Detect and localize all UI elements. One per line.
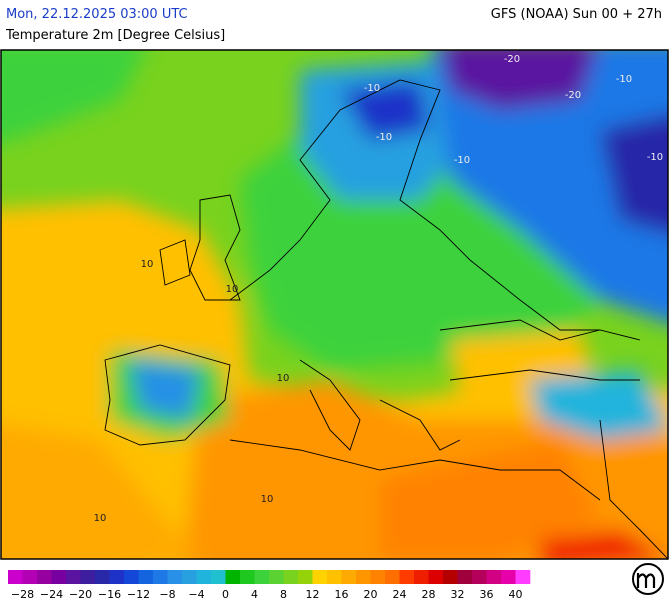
legend-label: 36 <box>480 588 494 600</box>
legend-swatch <box>385 570 400 584</box>
legend-label: −8 <box>159 588 175 600</box>
legend-label: 40 <box>509 588 523 600</box>
contour-label: 10 <box>94 513 107 524</box>
legend-label: 12 <box>306 588 320 600</box>
legend-label: −4 <box>188 588 204 600</box>
legend-label: 28 <box>422 588 436 600</box>
legend-label: 24 <box>393 588 407 600</box>
legend-swatch <box>443 570 458 584</box>
legend-swatch <box>298 570 313 584</box>
legend-swatch <box>138 570 154 584</box>
legend-swatch <box>80 570 96 584</box>
date: Mon, 22.12.2025 03:00 UTC <box>6 7 188 22</box>
legend-swatch <box>312 570 328 584</box>
contour-label: 10 <box>226 284 239 295</box>
logo <box>632 563 664 595</box>
contour-labels: -20 -10 -20 -10 -10 -10 -10 10 10 10 10 … <box>94 54 664 524</box>
coastlines <box>104 79 668 559</box>
legend-swatch <box>283 570 299 584</box>
legend-label: −28 <box>11 588 34 600</box>
contour-label: -10 <box>376 132 392 143</box>
legend-swatch <box>51 570 67 584</box>
legend-swatch <box>472 570 487 584</box>
legend-swatch <box>356 570 371 584</box>
legend-swatch <box>124 570 139 584</box>
model: GFS (NOAA) Sun 00 + 27h <box>491 7 662 22</box>
legend-swatch <box>428 570 444 584</box>
legend-swatch <box>240 570 255 584</box>
legend-swatch <box>269 570 284 584</box>
legend-label: 16 <box>335 588 349 600</box>
legend-swatch <box>211 570 226 584</box>
legend-swatch <box>254 570 270 584</box>
contour-label: 10 <box>261 494 274 505</box>
color-legend: −28 −24 −20 −16 −12 −8 −4 0 4 8 12 16 20 24 28 32 36 40 <box>8 570 531 600</box>
contour-label: 10 <box>277 373 290 384</box>
legend-swatch <box>153 570 168 584</box>
legend-label: 32 <box>451 588 465 600</box>
legend-swatch <box>8 570 23 584</box>
legend-swatch <box>341 570 357 584</box>
contour-label: -10 <box>454 155 470 166</box>
legend-swatch <box>66 570 81 584</box>
legend-swatch <box>95 570 110 584</box>
legend-swatch <box>414 570 429 584</box>
title: Temperature 2m [Degree Celsius] <box>5 28 225 43</box>
legend-swatch <box>486 570 502 584</box>
legend-swatch <box>167 570 183 584</box>
map: -20 -10 -20 -10 -10 -10 -10 10 10 10 10 … <box>1 50 668 559</box>
legend-swatch <box>327 570 342 584</box>
contour-label: -10 <box>616 74 632 85</box>
legend-label: −12 <box>127 588 150 600</box>
contour-label: -20 <box>504 54 520 65</box>
legend-label: 4 <box>251 588 258 600</box>
legend-label: −20 <box>69 588 92 600</box>
legend-swatch <box>196 570 212 584</box>
contour-label: -20 <box>565 90 581 101</box>
legend-label: 0 <box>222 588 229 600</box>
legend-label: 8 <box>280 588 287 600</box>
legend-swatch <box>370 570 386 584</box>
legend-label: −16 <box>98 588 121 600</box>
contour-label: 10 <box>141 259 154 270</box>
legend-swatch <box>225 570 241 584</box>
legend-swatch <box>399 570 415 584</box>
contour-label: -10 <box>647 152 663 163</box>
contour-label: -10 <box>364 83 380 94</box>
legend-swatch <box>37 570 52 584</box>
legend-swatch <box>501 570 516 584</box>
legend-swatch <box>515 570 531 584</box>
legend-swatch <box>182 570 197 584</box>
legend-label: −24 <box>40 588 63 600</box>
legend-swatch <box>457 570 473 584</box>
legend-label: 20 <box>364 588 378 600</box>
map-frame <box>0 49 669 560</box>
legend-swatch <box>22 570 38 584</box>
legend-swatch <box>109 570 125 584</box>
